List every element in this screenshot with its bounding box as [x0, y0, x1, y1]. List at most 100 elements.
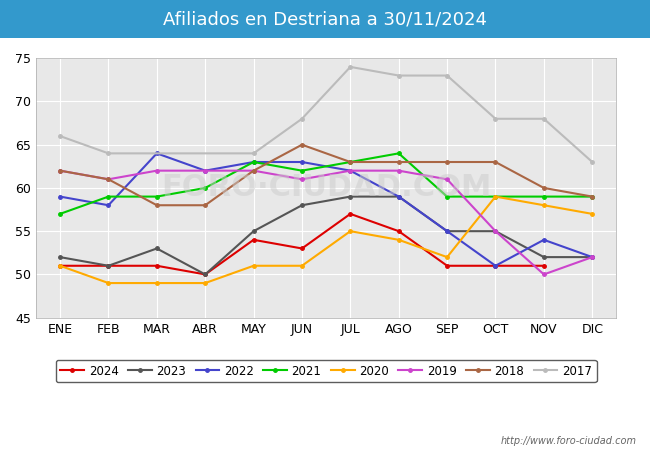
2017: [346, 64, 354, 70]
2021: [105, 194, 112, 199]
2019: [540, 272, 548, 277]
2024: [202, 272, 209, 277]
2021: [250, 159, 257, 165]
2020: [443, 254, 451, 260]
2024: [250, 237, 257, 243]
2022: [540, 237, 548, 243]
Text: FORO·CIUDAD.COM: FORO·CIUDAD.COM: [161, 173, 491, 202]
2021: [56, 211, 64, 216]
2022: [491, 263, 499, 269]
2020: [56, 263, 64, 269]
2018: [588, 194, 596, 199]
2017: [395, 73, 402, 78]
Line: 2023: 2023: [58, 195, 594, 276]
2021: [298, 168, 306, 173]
Line: 2024: 2024: [58, 212, 545, 276]
Line: 2022: 2022: [58, 152, 594, 267]
Line: 2019: 2019: [58, 169, 594, 276]
2019: [491, 229, 499, 234]
2020: [153, 280, 161, 286]
2024: [298, 246, 306, 251]
2024: [346, 211, 354, 216]
2023: [346, 194, 354, 199]
2022: [250, 159, 257, 165]
2023: [56, 254, 64, 260]
2024: [105, 263, 112, 269]
2023: [491, 229, 499, 234]
2021: [395, 151, 402, 156]
Text: http://www.foro-ciudad.com: http://www.foro-ciudad.com: [501, 436, 637, 446]
2020: [588, 211, 596, 216]
2020: [298, 263, 306, 269]
2017: [56, 133, 64, 139]
2022: [346, 168, 354, 173]
2020: [105, 280, 112, 286]
2022: [202, 168, 209, 173]
2020: [346, 229, 354, 234]
2022: [153, 151, 161, 156]
2018: [298, 142, 306, 148]
2023: [443, 229, 451, 234]
2023: [540, 254, 548, 260]
2017: [491, 116, 499, 122]
2020: [395, 237, 402, 243]
2019: [105, 176, 112, 182]
2023: [588, 254, 596, 260]
2019: [250, 168, 257, 173]
2023: [250, 229, 257, 234]
2020: [250, 263, 257, 269]
2019: [202, 168, 209, 173]
2024: [540, 263, 548, 269]
2021: [202, 185, 209, 191]
2019: [153, 168, 161, 173]
2019: [443, 176, 451, 182]
2019: [298, 176, 306, 182]
2018: [105, 176, 112, 182]
Line: 2021: 2021: [58, 152, 594, 216]
2023: [105, 263, 112, 269]
2022: [588, 254, 596, 260]
2020: [540, 202, 548, 208]
2019: [346, 168, 354, 173]
2018: [395, 159, 402, 165]
2017: [540, 116, 548, 122]
2017: [298, 116, 306, 122]
2020: [202, 280, 209, 286]
2021: [443, 194, 451, 199]
Text: Afiliados en Destriana a 30/11/2024: Afiliados en Destriana a 30/11/2024: [163, 10, 487, 28]
2024: [153, 263, 161, 269]
2019: [395, 168, 402, 173]
2019: [588, 254, 596, 260]
2023: [153, 246, 161, 251]
2018: [540, 185, 548, 191]
2024: [491, 263, 499, 269]
2023: [395, 194, 402, 199]
Line: 2020: 2020: [58, 195, 594, 285]
2018: [250, 168, 257, 173]
2021: [153, 194, 161, 199]
2018: [153, 202, 161, 208]
2024: [56, 263, 64, 269]
2017: [588, 159, 596, 165]
2022: [298, 159, 306, 165]
2022: [105, 202, 112, 208]
Line: 2018: 2018: [58, 143, 594, 207]
2022: [443, 229, 451, 234]
2018: [443, 159, 451, 165]
2019: [56, 168, 64, 173]
2021: [540, 194, 548, 199]
2024: [443, 263, 451, 269]
2021: [491, 194, 499, 199]
2024: [395, 229, 402, 234]
2018: [346, 159, 354, 165]
2020: [491, 194, 499, 199]
2022: [56, 194, 64, 199]
Line: 2017: 2017: [58, 65, 594, 164]
2018: [56, 168, 64, 173]
2018: [491, 159, 499, 165]
2017: [443, 73, 451, 78]
2017: [250, 151, 257, 156]
2022: [395, 194, 402, 199]
2021: [588, 194, 596, 199]
2023: [298, 202, 306, 208]
